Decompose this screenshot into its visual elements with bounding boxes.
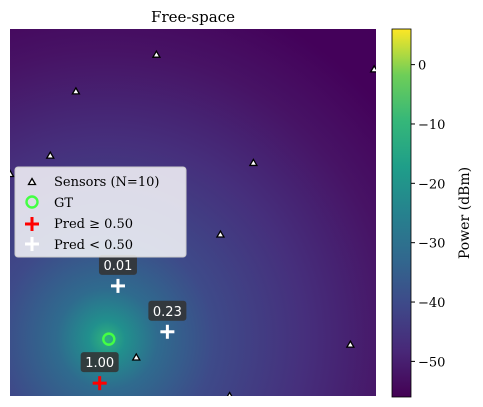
legend-pred-high-label: Pred ≥ 0.50 bbox=[54, 217, 133, 232]
legend-gt-icon bbox=[25, 195, 39, 209]
prediction-label: 1.00 bbox=[80, 352, 119, 373]
sensor-marker bbox=[131, 352, 141, 361]
prediction-marker bbox=[110, 278, 125, 293]
chart-title: Free-space bbox=[151, 8, 235, 26]
colorbar-tick-label: −30 bbox=[418, 237, 445, 252]
prediction-label: 0.23 bbox=[148, 300, 187, 321]
legend: Sensors (N=10) GT Pred ≥ 0.50 Pred < 0.5… bbox=[14, 166, 187, 258]
legend-sensors-label: Sensors (N=10) bbox=[54, 175, 159, 190]
legend-pred-low-icon bbox=[25, 237, 39, 251]
prediction-label-box bbox=[148, 300, 187, 321]
gt-marker bbox=[102, 332, 116, 346]
legend-pred-low-label: Pred < 0.50 bbox=[54, 238, 133, 253]
sensor-marker bbox=[369, 64, 376, 73]
sensor-marker bbox=[226, 391, 233, 396]
sensor-marker bbox=[151, 49, 162, 58]
colorbar-tick-label: −20 bbox=[418, 177, 445, 192]
colorbar-tick-label: −50 bbox=[418, 355, 445, 370]
prediction-marker bbox=[160, 324, 175, 339]
sensor-marker bbox=[10, 169, 15, 178]
sensor-marker bbox=[71, 86, 81, 95]
colorbar-tick-label: −40 bbox=[418, 296, 445, 311]
legend-gt-label: GT bbox=[54, 196, 73, 211]
sensor-marker bbox=[345, 339, 356, 348]
colorbar-tick-label: 0 bbox=[418, 59, 426, 74]
legend-frame bbox=[14, 166, 187, 258]
prediction-label-box bbox=[80, 352, 119, 373]
prediction-label-text: 0.23 bbox=[153, 305, 182, 320]
colorbar: 0 −10 −20 −30 −40 −50 Power (dBm) bbox=[391, 28, 473, 398]
sensor-marker bbox=[45, 150, 55, 159]
sensor-marker bbox=[248, 158, 259, 167]
colorbar-tick-label: −10 bbox=[418, 118, 445, 133]
prediction-marker bbox=[92, 376, 107, 391]
colorbar-label: Power (dBm) bbox=[457, 167, 473, 259]
prediction-label-text: 1.00 bbox=[85, 356, 114, 371]
prediction-label-box bbox=[98, 254, 137, 275]
prediction-label: 0.01 bbox=[98, 254, 137, 275]
prediction-label-text: 0.01 bbox=[103, 259, 132, 274]
sensor-marker bbox=[215, 229, 226, 238]
legend-sensors-icon bbox=[27, 177, 37, 186]
colorbar-gradient bbox=[391, 28, 412, 398]
legend-pred-high-icon bbox=[25, 217, 39, 231]
